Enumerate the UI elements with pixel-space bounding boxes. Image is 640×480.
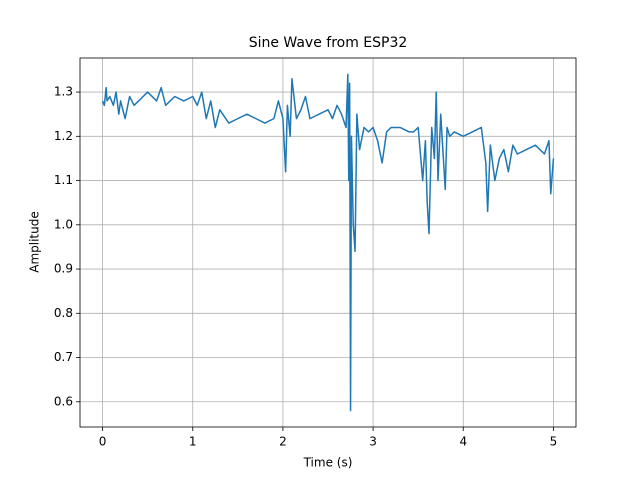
- axes-frame: [79, 57, 577, 428]
- x-tick-label: 3: [369, 435, 377, 449]
- y-tick-label: 0.8: [54, 306, 73, 320]
- x-tick-label: 1: [189, 435, 197, 449]
- plot: [101, 73, 555, 412]
- y-tick-label: 1.3: [54, 85, 73, 99]
- y-tick-label: 0.6: [54, 394, 73, 408]
- data-line: [101, 73, 555, 412]
- x-tick-label: 2: [279, 435, 287, 449]
- ticks: 0 1 2 3 4 5 0.6 0.7 0.8 0.9 1.0 1.1 1.2 1.3: [54, 85, 557, 449]
- x-tick-label: 4: [459, 435, 467, 449]
- y-tick-label: 0.7: [54, 350, 73, 364]
- y-axis-label: Amplitude: [28, 211, 42, 273]
- grid: [80, 58, 576, 427]
- y-tick-label: 0.9: [54, 262, 73, 276]
- x-tick-label: 5: [550, 435, 558, 449]
- chart-title: Sine Wave from ESP32: [249, 35, 408, 51]
- x-axis-label: Time (s): [303, 456, 353, 470]
- y-tick-label: 1.0: [54, 217, 73, 231]
- x-tick-label: 0: [99, 435, 107, 449]
- y-tick-label: 1.2: [54, 129, 73, 143]
- y-tick-label: 1.1: [54, 173, 73, 187]
